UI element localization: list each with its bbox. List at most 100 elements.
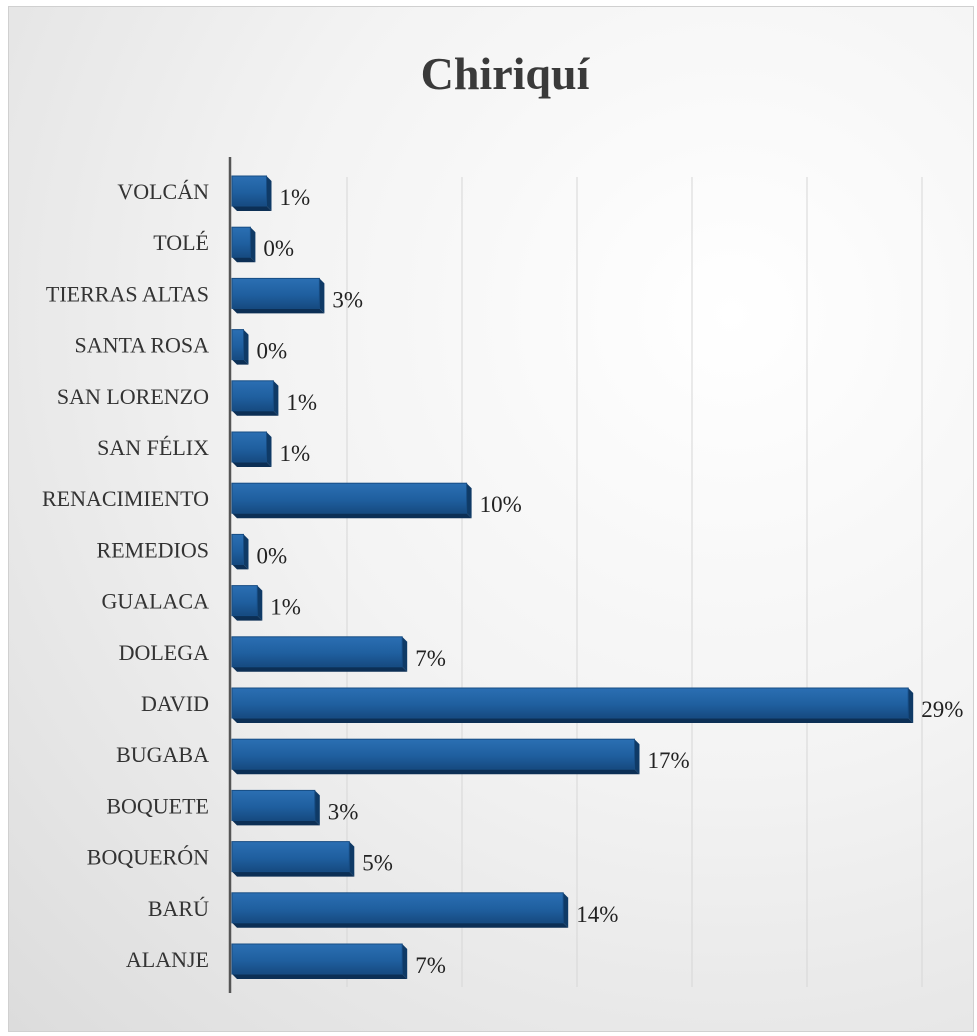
chart-title: Chiriquí (421, 48, 591, 99)
bar-front-face (231, 687, 909, 719)
bar (231, 533, 249, 570)
category-label: REMEDIOS (97, 537, 209, 562)
bar-front-face (231, 943, 403, 975)
bar-front-face (231, 431, 267, 463)
bar (231, 482, 472, 519)
value-label: 0% (257, 543, 288, 568)
bar-bottom-face (232, 871, 355, 877)
bar-bottom-face (232, 257, 256, 263)
bar-bottom-face (232, 974, 408, 979)
bar-bottom-face (232, 564, 249, 570)
value-label: 1% (270, 595, 301, 620)
bar-side-face (266, 176, 272, 211)
bar-front-face (231, 277, 320, 309)
gridlines (346, 177, 923, 987)
category-label: TIERRAS ALTAS (46, 281, 209, 306)
bar-bottom-face (232, 359, 249, 365)
bar-front-face (231, 175, 267, 207)
bar-bottom-face (232, 769, 640, 775)
bar-bottom-face (232, 513, 472, 519)
bar-front-face (231, 380, 274, 412)
category-label: BARÚ (148, 896, 209, 921)
category-label: ALANJE (126, 947, 209, 972)
bar-front-face (231, 892, 564, 924)
category-label: SAN LORENZO (57, 384, 209, 409)
bar (231, 380, 279, 416)
bar-side-face (273, 380, 279, 416)
bar-side-face (250, 227, 256, 263)
category-label: DAVID (141, 691, 209, 716)
category-label: GUALACA (101, 589, 209, 614)
bar-bottom-face (232, 666, 408, 672)
chart-frame: Chiriquí VOLCÁN TOLÉ TIERRAS ALTAS SANTA RO… (8, 6, 974, 1032)
bar-front-face (231, 533, 244, 565)
bar (231, 892, 569, 928)
bar-side-face (349, 841, 355, 877)
bars (231, 175, 914, 979)
bar-front-face (231, 789, 316, 821)
value-label: 0% (257, 339, 288, 364)
value-label: 7% (415, 646, 446, 671)
bar-side-face (319, 278, 325, 314)
value-label: 1% (280, 185, 311, 210)
bar-bottom-face (232, 462, 272, 467)
bar-bottom-face (232, 410, 279, 416)
category-label: DOLEGA (119, 640, 210, 665)
category-label: SANTA ROSA (74, 333, 209, 358)
bar (231, 226, 256, 263)
bar-front-face (231, 329, 244, 361)
bar-side-face (243, 329, 249, 365)
value-label: 14% (576, 902, 618, 927)
bar-side-face (908, 688, 914, 723)
bar-bottom-face (232, 922, 569, 928)
bar-front-face (231, 482, 468, 514)
value-label: 3% (328, 799, 359, 824)
value-label: 7% (415, 953, 446, 978)
bar (231, 687, 914, 723)
bar-bottom-face (232, 718, 914, 723)
value-label: 0% (263, 236, 294, 261)
bar-front-face (231, 226, 251, 258)
bar-bottom-face (232, 820, 320, 826)
bar (231, 585, 263, 621)
category-label: TOLÉ (153, 230, 209, 255)
value-label: 29% (921, 697, 963, 722)
category-labels: VOLCÁN TOLÉ TIERRAS ALTAS SANTA ROSA SAN LOR… (42, 179, 209, 972)
value-label: 1% (286, 390, 317, 415)
bar-side-face (314, 790, 320, 826)
bar-side-face (243, 534, 249, 570)
bar-side-face (634, 739, 640, 775)
bar (231, 329, 249, 365)
bar-front-face (231, 738, 635, 770)
bar (231, 943, 408, 979)
bar (231, 431, 272, 467)
bar-front-face (231, 841, 350, 873)
bar-side-face (266, 432, 272, 467)
value-label: 17% (648, 748, 690, 773)
bar-chart: Chiriquí VOLCÁN TOLÉ TIERRAS ALTAS SANTA RO… (42, 48, 964, 993)
bar (231, 789, 320, 826)
category-label: BUGABA (116, 742, 209, 767)
category-label: RENACIMIENTO (42, 486, 209, 511)
category-label: SAN FÉLIX (97, 435, 209, 460)
bar-bottom-face (232, 615, 263, 621)
bar-bottom-face (232, 308, 325, 314)
value-labels: 1% 0% 3% 0% 1% 1% 10% 0% 1% 7% 29% 17% 3% 5% 14% 7% (257, 185, 964, 978)
bar-front-face (231, 636, 403, 668)
bar (231, 738, 640, 775)
value-label: 1% (280, 441, 311, 466)
bar-front-face (231, 585, 258, 617)
category-label: BOQUERÓN (87, 845, 209, 870)
bar-side-face (257, 585, 263, 621)
bar (231, 175, 272, 211)
value-label: 5% (362, 851, 393, 876)
bar (231, 277, 325, 314)
bar (231, 636, 408, 672)
category-label: VOLCÁN (117, 179, 209, 204)
bar-side-face (563, 892, 569, 928)
bar-side-face (402, 636, 408, 672)
bar-bottom-face (232, 206, 272, 211)
bar-side-face (466, 483, 472, 519)
category-label: BOQUETE (106, 793, 209, 818)
bar-side-face (402, 944, 408, 979)
